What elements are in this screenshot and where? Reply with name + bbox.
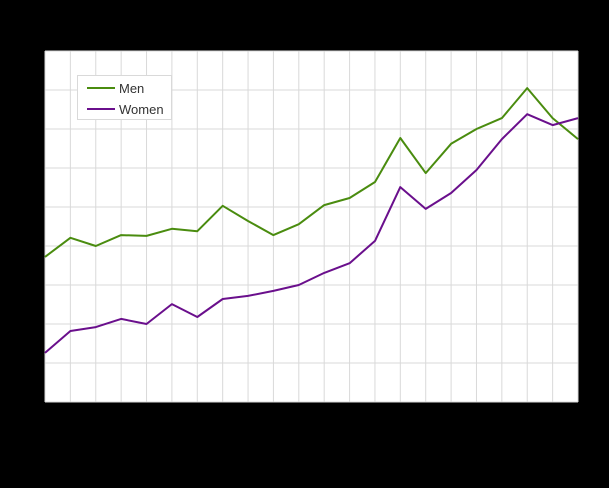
series-line-men [44, 87, 579, 258]
legend-label-men: Men [119, 80, 145, 96]
legend-item-men: Men [87, 80, 145, 96]
legend-swatch-women-icon [87, 108, 115, 110]
legend: Men Women [77, 75, 172, 120]
legend-label-women: Women [119, 101, 164, 117]
series-lines [44, 87, 579, 354]
series-line-women [44, 113, 579, 354]
legend-item-women: Women [87, 101, 164, 117]
legend-swatch-men-icon [87, 87, 115, 89]
